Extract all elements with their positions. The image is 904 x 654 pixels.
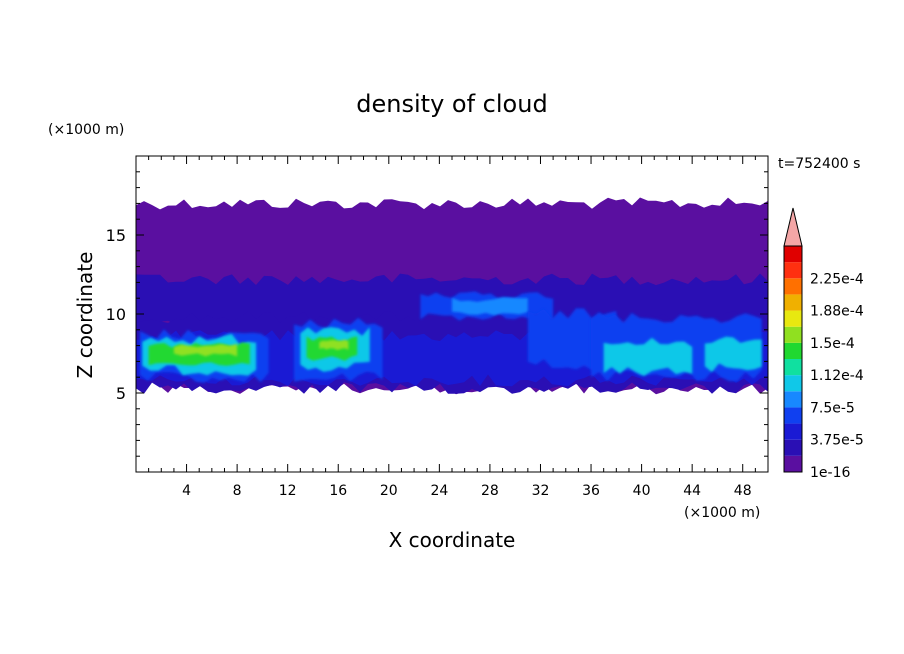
cloud-region-16: [603, 337, 693, 376]
colorbar-swatch: [784, 294, 802, 311]
x-tick-label: 12: [279, 483, 297, 499]
cloud-region-7: [173, 344, 238, 357]
colorbar-swatch: [784, 439, 802, 456]
colorbar-label: 7.5e-5: [810, 400, 855, 416]
x-tick-label: 4: [182, 483, 191, 499]
x-tick-label: 28: [481, 483, 499, 499]
colorbar-swatch: [784, 455, 802, 472]
plot-area: [136, 197, 768, 395]
colorbar-label: 1.5e-4: [810, 336, 855, 352]
time-label: t=752400 s: [778, 156, 860, 172]
cloud-region-17: [704, 336, 762, 373]
y-unit-label: (×1000 m): [48, 122, 124, 138]
colorbar-extend-arrow: [783, 207, 803, 247]
y-tick-label: 5: [116, 384, 126, 403]
colorbar-label: 1.88e-4: [810, 304, 864, 320]
colorbar-swatch: [784, 262, 802, 279]
x-tick-label: 48: [734, 483, 752, 499]
y-axis: 5 10 15: [106, 171, 768, 457]
x-axis: 4 8 12 16 20 24 28 32 36 40 44 48: [148, 156, 756, 499]
y-tick-label: 10: [106, 305, 126, 324]
colorbar-label: 1e-16: [810, 465, 850, 481]
cloud-region-13: [452, 297, 528, 316]
colorbar-swatch: [784, 407, 802, 424]
colorbar-frame: [783, 245, 803, 473]
x-tick-label: 44: [683, 483, 701, 499]
colorbar-swatch: [784, 391, 802, 408]
colorbar-swatch: [784, 246, 802, 263]
y-axis-label: Z coordinate: [73, 252, 97, 379]
colorbar-label: 1.12e-4: [810, 368, 864, 384]
x-tick-label: 40: [633, 483, 651, 499]
x-axis-label: X coordinate: [389, 528, 516, 552]
colorbar-label: 2.25e-4: [810, 271, 864, 287]
x-unit-label: (×1000 m): [684, 505, 760, 521]
colorbar-swatch: [784, 326, 802, 343]
colorbar-swatch: [784, 375, 802, 392]
cloud-field: [136, 197, 768, 395]
x-tick-label: 20: [380, 483, 398, 499]
colorbar-swatch: [784, 278, 802, 295]
chart-title: density of cloud: [356, 90, 547, 118]
colorbar-label: 3.75e-5: [810, 433, 864, 449]
x-tick-label: 8: [233, 483, 242, 499]
x-tick-label: 32: [532, 483, 550, 499]
cloud-region-11: [319, 339, 349, 351]
x-tick-label: 36: [582, 483, 600, 499]
colorbar-swatch: [784, 342, 802, 359]
x-tick-label: 16: [329, 483, 347, 499]
colorbar: 1e-16 3.75e-5 7.5e-5 1.12e-4 1.5e-4 1.88e-4 2.…: [783, 207, 864, 481]
x-tick-label: 24: [430, 483, 448, 499]
colorbar-swatch: [784, 310, 802, 327]
colorbar-swatch: [784, 423, 802, 440]
y-tick-label: 15: [106, 226, 126, 245]
colorbar-swatch: [784, 359, 802, 376]
